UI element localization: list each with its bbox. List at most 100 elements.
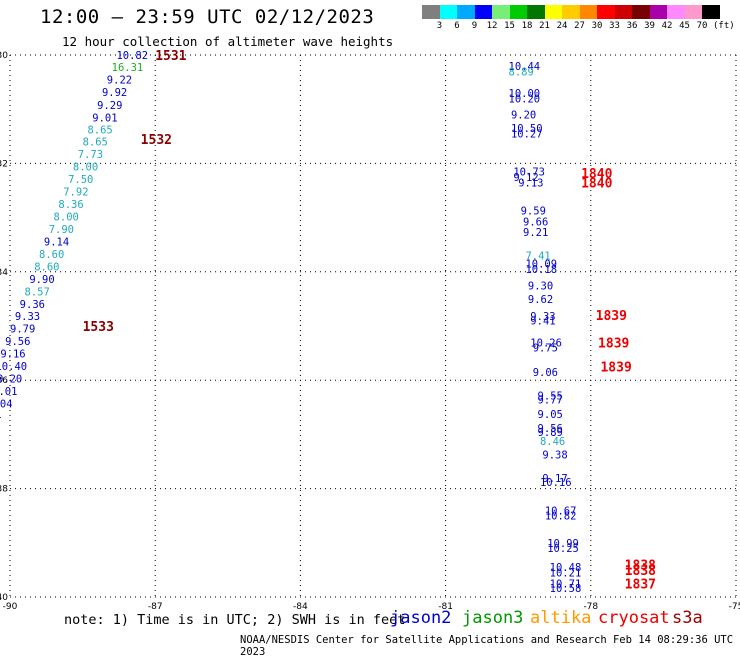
time-label: 1838: [625, 558, 656, 573]
data-point-label: 10.71: [550, 578, 582, 590]
x-tick-label: -78: [583, 602, 598, 612]
color-scale-label: 24: [556, 21, 568, 31]
data-point-label: 9.79: [10, 324, 35, 336]
color-scale-swatch: [422, 5, 440, 19]
color-scale-swatch: [684, 5, 702, 19]
data-point-label: 10.25: [547, 543, 579, 555]
color-scale-label: 42: [661, 21, 673, 31]
color-scale-swatch: [702, 5, 720, 19]
data-point-label: 10.20: [509, 93, 541, 105]
y-tick-label: -36: [0, 376, 8, 386]
data-point-label: 10.82: [116, 50, 148, 62]
data-point-label: 7.50: [68, 174, 93, 186]
data-point-label: 9.14: [44, 236, 69, 248]
data-point-label: 10.09: [525, 259, 557, 271]
legend-cryosat: cryosat: [598, 608, 670, 628]
data-point-label: 9.30: [528, 280, 553, 292]
data-point-label: 8.46: [540, 436, 565, 448]
data-point-label: 9.06: [533, 367, 558, 379]
page-subtitle: 12 hour collection of altimeter wave hei…: [62, 34, 394, 49]
legend-altika: altika: [530, 608, 592, 628]
time-label: 1840: [581, 167, 612, 182]
data-point-label: 9.59: [521, 206, 546, 218]
color-scale-swatch: [527, 5, 545, 19]
data-point-label: 9.77: [538, 395, 563, 407]
x-tick-label: -81: [438, 602, 453, 612]
data-point-label: 8.60: [39, 249, 64, 261]
data-point-label: 8.36: [58, 199, 83, 211]
data-point-label: 9.56: [538, 423, 563, 435]
color-scale-label: 15: [504, 21, 515, 31]
data-point-label: 9.66: [523, 216, 548, 228]
data-point-label: 10.73: [513, 167, 545, 179]
color-scale-label: 12: [486, 21, 498, 31]
y-tick-label: -30: [0, 51, 8, 61]
data-point-label: 10.16: [540, 477, 572, 489]
y-tick-label: -34: [0, 268, 8, 278]
color-scale-label: 36: [626, 21, 638, 31]
color-scale-swatch: [492, 5, 510, 19]
x-tick-label: -90: [3, 602, 18, 612]
data-point-label: 10.26: [530, 337, 562, 349]
data-point-label: 8.57: [25, 286, 50, 298]
data-point-label: 8.00: [54, 212, 79, 224]
data-point-label: 10.27: [511, 129, 543, 141]
data-point-label: 10.04: [0, 399, 13, 411]
data-point-label: 10.40: [0, 361, 27, 373]
color-scale-label: 18: [521, 21, 533, 31]
page-title: 12:00 — 23:59 UTC 02/12/2023: [40, 6, 375, 28]
data-point-label: 10.99: [547, 538, 579, 550]
data-point-label: 9.36: [20, 299, 45, 311]
data-point-label: 8.65: [87, 124, 112, 136]
color-scale-label: 30: [591, 21, 603, 31]
data-point-label: 9.33: [15, 311, 40, 323]
data-point-label: 9.90: [29, 274, 54, 286]
data-point-label: 9.22: [107, 74, 132, 86]
data-point-label: 8.65: [83, 137, 108, 149]
data-point-label: 9.05: [538, 409, 563, 421]
data-point-label: 9.17: [542, 473, 567, 485]
color-scale-swatch: [562, 5, 580, 19]
data-point-label: 10.20: [0, 374, 22, 386]
data-point-label: 9.41: [530, 316, 555, 328]
data-point-label: 9.20: [511, 110, 536, 122]
data-point-label: 8.00: [73, 162, 98, 174]
color-scale-swatch: [544, 5, 562, 19]
color-scale-label: 39: [644, 21, 655, 31]
data-point-label: 9.75: [533, 343, 558, 355]
legend-s3a: s3a: [672, 608, 703, 628]
data-point-label: 10.00: [509, 88, 541, 100]
color-scale-swatch: [457, 5, 475, 19]
x-tick-label: -87: [148, 602, 163, 612]
data-point-label: 10.18: [525, 264, 557, 276]
time-label: 1533: [83, 320, 114, 335]
color-scale-label: 27: [574, 21, 585, 31]
color-scale-swatch: [579, 5, 597, 19]
data-point-label: 9.38: [542, 449, 567, 461]
y-tick-label: -38: [0, 485, 8, 495]
data-point-label: 9.01: [92, 112, 117, 124]
color-scale-label: 70: [696, 21, 708, 31]
data-point-label: 16.31: [112, 62, 144, 74]
color-scale-label: 33: [609, 21, 620, 31]
color-scale-swatch: [667, 5, 685, 19]
data-point-label: 9.13: [518, 177, 543, 189]
data-point-label: 9.21: [523, 227, 548, 239]
data-point-label: 7.90: [49, 224, 74, 236]
time-label: 1838: [625, 564, 656, 579]
data-point-label: 7.92: [63, 187, 88, 199]
color-scale-label: 45: [679, 21, 690, 31]
data-point-label: 8.60: [34, 261, 59, 273]
data-point-label: 9.56: [5, 336, 30, 348]
time-label: 1837: [625, 577, 656, 592]
y-tick-label: -32: [0, 159, 8, 169]
data-point-label: 9.92: [102, 87, 127, 99]
data-point-label: 9.62: [528, 294, 553, 306]
data-point-label: 9.29: [97, 100, 122, 112]
data-point-label: 10.67: [545, 505, 577, 517]
color-scale-swatch: [439, 5, 457, 19]
color-scale-label: 9: [471, 21, 478, 31]
color-scale-swatch: [632, 5, 650, 19]
data-point-label: 9.33: [530, 311, 555, 323]
time-label: 1531: [155, 49, 186, 64]
